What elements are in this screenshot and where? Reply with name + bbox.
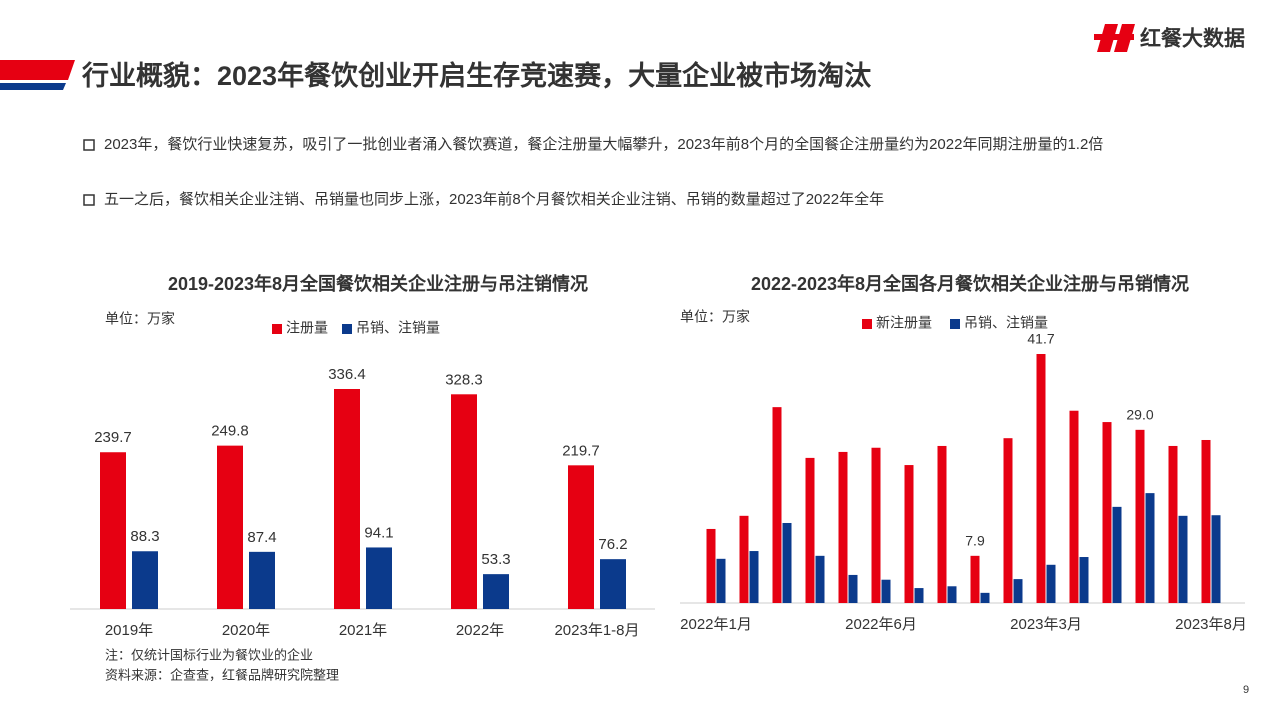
bar: [1112, 506, 1122, 603]
bar: [1178, 515, 1188, 603]
bar: [1145, 493, 1155, 603]
bar: [366, 547, 392, 609]
bar: [1102, 422, 1112, 603]
value-label: 87.4: [247, 529, 276, 546]
bar: [568, 465, 594, 609]
bar: [1003, 438, 1013, 603]
x-tick-label: 2023年1-8月: [554, 622, 639, 639]
bar: [132, 551, 158, 609]
slide-title: 行业概貌：2023年餐饮创业开启生存竞速赛，大量企业被市场淘汰: [81, 60, 871, 91]
chart-title: 2022-2023年8月全国各月餐饮相关企业注册与吊销情况: [751, 273, 1189, 294]
bar: [947, 586, 957, 603]
value-label: 88.3: [130, 528, 159, 545]
bar: [980, 592, 990, 603]
bar: [937, 445, 947, 603]
bar: [914, 588, 924, 603]
bar: [249, 551, 275, 609]
bar: [706, 528, 716, 603]
bullet-text: 五一之后，餐饮相关企业注销、吊销量也同步上涨，2023年前8个月餐饮相关企业注销…: [104, 190, 884, 208]
x-tick-label: 2022年: [456, 622, 504, 639]
note: 注：仅统计国标行业为餐饮业的企业: [105, 647, 313, 662]
bar: [1013, 579, 1023, 603]
bar: [483, 574, 509, 609]
bar: [1211, 515, 1221, 603]
bar: [739, 515, 749, 603]
bar: [1135, 429, 1145, 603]
bar: [881, 579, 891, 603]
bar: [1036, 354, 1046, 603]
bar: [848, 574, 858, 603]
x-tick-label: 2020年: [222, 622, 270, 639]
bar: [904, 465, 914, 603]
bar: [334, 389, 360, 609]
x-tick-label: 2022年6月: [845, 616, 917, 633]
bar: [838, 451, 848, 603]
logo-text: 红餐大数据: [1140, 27, 1245, 51]
bar: [1069, 410, 1079, 603]
bar: [805, 457, 815, 603]
bar: [772, 407, 782, 603]
value-label: 219.7: [562, 442, 600, 459]
bullet-box: [83, 194, 95, 206]
bar: [451, 394, 477, 609]
value-label: 94.1: [364, 524, 393, 541]
bar: [970, 555, 980, 603]
note: 资料来源：企查查，红餐品牌研究院整理: [105, 667, 339, 682]
bar: [600, 559, 626, 609]
x-tick-label: 2021年: [339, 622, 387, 639]
logo: 红餐大数据: [1094, 24, 1245, 52]
bar: [782, 522, 792, 603]
unit-label: 单位：万家: [105, 311, 175, 327]
legend-swatch: [272, 324, 282, 334]
x-tick-label: 2022年1月: [680, 616, 752, 633]
header-stripe: [0, 60, 75, 80]
bar: [100, 452, 126, 609]
value-label: 249.8: [211, 423, 249, 440]
bar: [1201, 439, 1211, 603]
logo-icon: [1094, 34, 1134, 40]
bar: [217, 445, 243, 609]
bullet-text: 2023年，餐饮行业快速复苏，吸引了一批创业者涌入餐饮赛道，餐企注册量大幅攀升，…: [104, 136, 1104, 153]
unit-label: 单位：万家: [680, 309, 750, 325]
x-tick-label: 2023年8月: [1175, 616, 1247, 633]
bar: [815, 555, 825, 603]
legend-label: 吊销、注销量: [356, 320, 440, 336]
bar: [1079, 557, 1089, 603]
bar: [871, 447, 881, 603]
legend-label: 吊销、注销量: [964, 315, 1048, 331]
value-label: 53.3: [481, 551, 510, 568]
legend-swatch: [862, 319, 872, 329]
value-label: 239.7: [94, 429, 132, 446]
value-label: 7.9: [965, 533, 985, 549]
bullet: 2023年，餐饮行业快速复苏，吸引了一批创业者涌入餐饮赛道，餐企注册量大幅攀升，…: [104, 136, 1104, 153]
legend-label: 注册量: [286, 320, 328, 336]
bar: [1046, 564, 1056, 603]
header-stripe: [0, 83, 66, 90]
chart-title: 2019-2023年8月全国餐饮相关企业注册与吊注销情况: [168, 273, 588, 294]
legend-swatch: [950, 319, 960, 329]
legend-label: 新注册量: [876, 315, 932, 331]
x-tick-label: 2019年: [105, 622, 153, 639]
bar: [1168, 445, 1178, 603]
bar: [716, 558, 726, 603]
page-number: 9: [1243, 684, 1249, 696]
bar: [749, 551, 759, 603]
value-label: 29.0: [1126, 407, 1153, 423]
value-label: 76.2: [598, 536, 627, 553]
bullet-box: [83, 139, 95, 151]
x-tick-label: 2023年3月: [1010, 616, 1082, 633]
value-label: 336.4: [328, 366, 366, 383]
value-label: 328.3: [445, 371, 483, 388]
value-label: 41.7: [1027, 331, 1054, 347]
legend-swatch: [342, 324, 352, 334]
